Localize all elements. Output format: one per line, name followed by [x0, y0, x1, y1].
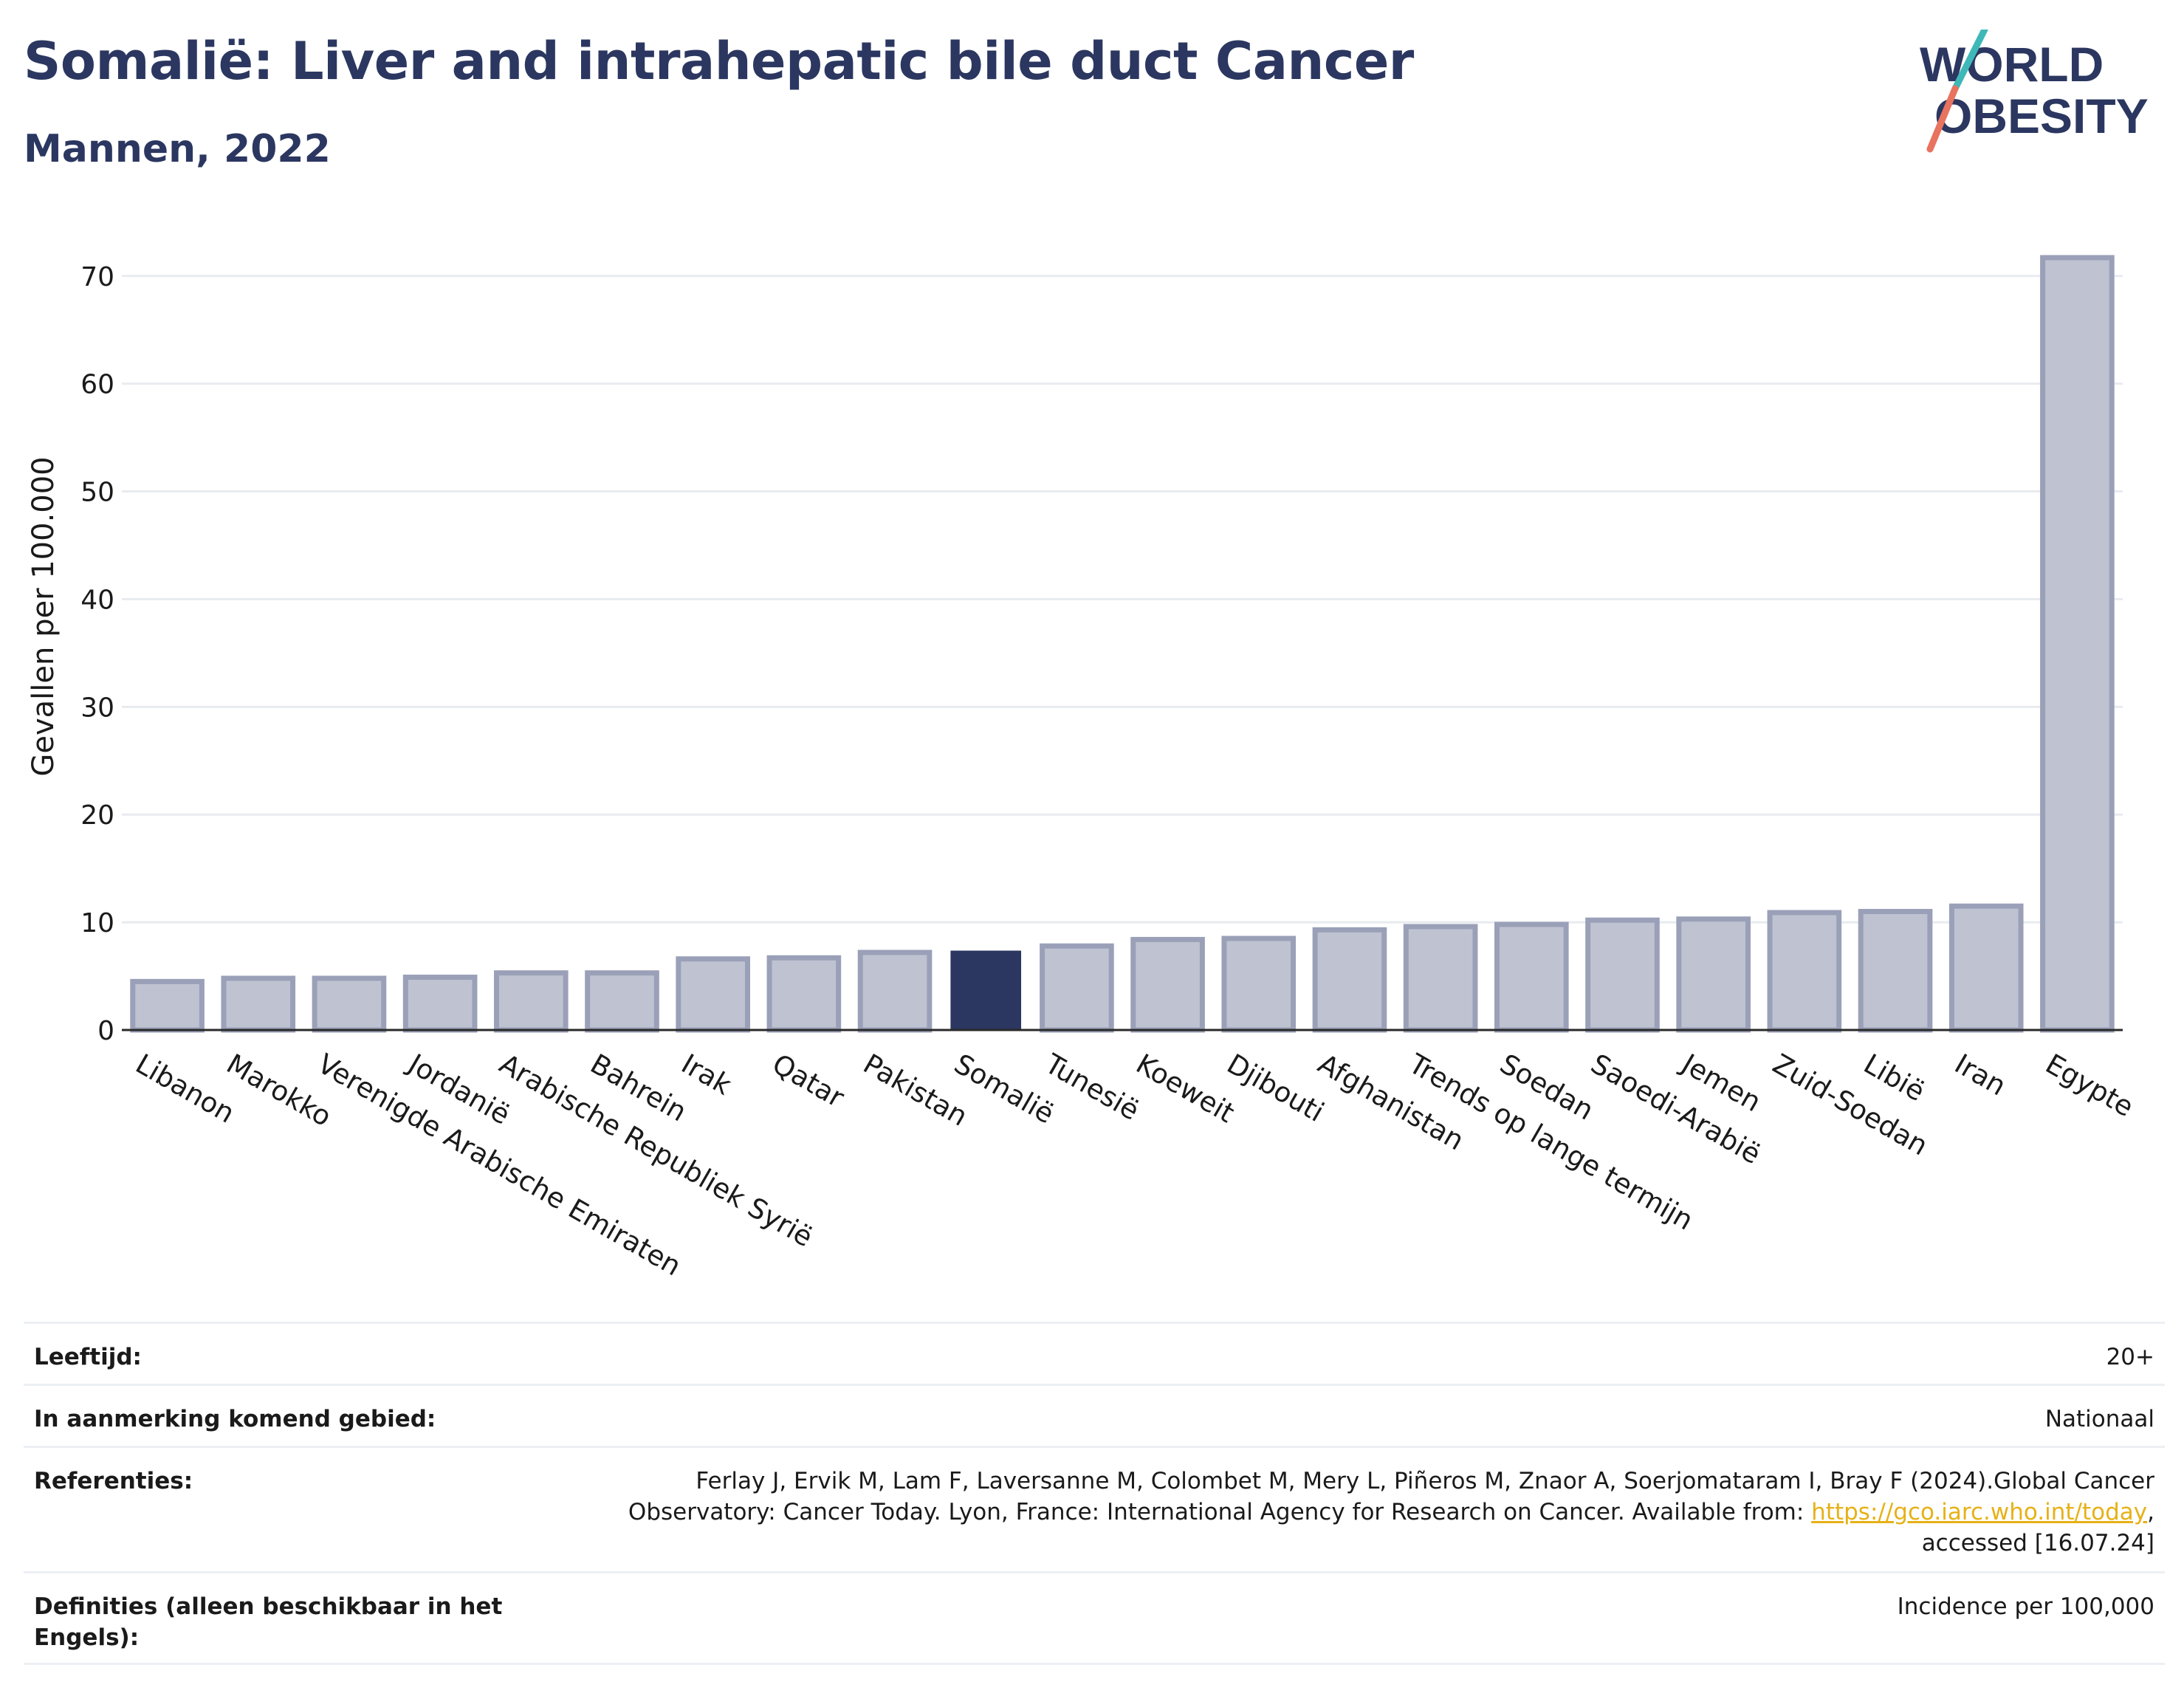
info-row-age: Leeftijd: 20+	[24, 1324, 2165, 1386]
y-tick-labels: 0 10 20 30 40 50 60 70	[80, 262, 114, 1046]
x-tick-label: Egypte	[2040, 1048, 2139, 1123]
info-label: Referenties:	[34, 1468, 193, 1494]
x-tick-label: Qatar	[767, 1048, 850, 1114]
bar-somali-	[950, 950, 1022, 1031]
info-row-area: In aanmerking komend gebied: Nationaal	[24, 1386, 2165, 1448]
x-tick-label: Irak	[676, 1048, 738, 1102]
svg-text:OBESITY: OBESITY	[1934, 89, 2149, 143]
bar-afghanistan	[1312, 927, 1387, 1033]
bar-pakistan	[857, 950, 933, 1033]
bar-djibouti	[1221, 935, 1297, 1033]
y-tick-label: 60	[80, 370, 114, 400]
bar-trends-op-lange-termijn	[1403, 924, 1478, 1033]
reference-link[interactable]: https://gco.iarc.who.int/today	[1811, 1499, 2148, 1525]
x-tick-label: Iran	[1949, 1048, 2011, 1102]
x-tick-label: Libanon	[130, 1048, 239, 1130]
bars	[130, 255, 2115, 1033]
bar-tunesi-	[1040, 943, 1114, 1033]
bar-qatar	[766, 955, 842, 1033]
y-tick-label: 20	[80, 800, 114, 831]
x-tick-label: Tunesië	[1039, 1048, 1144, 1127]
x-tick-label: Arabische Republiek Syrië	[494, 1048, 818, 1253]
bar-zuid-soedan	[1767, 910, 1842, 1033]
x-tick-label: Zuid-Soedan	[1768, 1048, 1934, 1161]
page-subtitle: Mannen, 2022	[24, 127, 331, 171]
info-value-references: Ferlay J, Ervik M, Lam F, Laversanne M, …	[604, 1466, 2154, 1559]
bar-koeweit	[1130, 936, 1205, 1033]
bar-jemen	[1676, 916, 1751, 1033]
bar-soedan	[1494, 921, 1569, 1033]
x-tick-label: Marokko	[222, 1048, 337, 1133]
reference-text: Ferlay J, Ervik M, Lam F, Laversanne M, …	[628, 1468, 2154, 1525]
grid-lines	[122, 275, 2123, 924]
info-table: Leeftijd: 20+ In aanmerking komend gebie…	[24, 1322, 2165, 1665]
info-value: Nationaal	[2044, 1406, 2154, 1432]
y-tick-label: 30	[80, 693, 114, 723]
bar-chart: 0 10 20 30 40 50 60 70 LibanonMarokkoVerenigde …	[27, 255, 2139, 1283]
bar-verenigde-arabische-emiraten	[312, 975, 387, 1033]
y-tick-label: 0	[97, 1016, 114, 1046]
y-tick-label: 70	[80, 262, 114, 292]
info-row-references: Referenties: Ferlay J, Ervik M, Lam F, L…	[24, 1448, 2165, 1573]
info-value: Incidence per 100,000	[1897, 1593, 2154, 1620]
info-label: Leeftijd:	[34, 1344, 142, 1370]
y-tick-label: 50	[80, 478, 114, 508]
info-label: In aanmerking komend gebied:	[34, 1406, 436, 1432]
bar-saoedi-arabi-	[1585, 917, 1660, 1033]
bar-arabische-republiek-syri-	[494, 970, 569, 1033]
y-tick-label: 10	[80, 908, 114, 938]
reference-accessed: , accessed [16.07.24]	[1921, 1499, 2154, 1556]
bar-libi-	[1858, 909, 1933, 1033]
bar-jordani-	[402, 975, 478, 1033]
bar-marokko	[221, 975, 296, 1033]
bar-iran	[1948, 903, 2024, 1033]
svg-text:WORLD: WORLD	[1920, 37, 2104, 92]
bar-bahrein	[585, 970, 659, 1033]
info-row-definitions: Definities (alleen beschikbaar in het En…	[24, 1573, 2165, 1665]
info-value: 20+	[2106, 1344, 2154, 1370]
x-tick-label: Djibouti	[1222, 1048, 1330, 1128]
x-tick-label: Pakistan	[858, 1048, 973, 1133]
y-tick-label: 40	[80, 585, 114, 615]
info-label: Definities (alleen beschikbaar in het En…	[34, 1593, 503, 1651]
world-obesity-logo: WORLD OBESITY	[1920, 30, 2149, 153]
y-axis-label: Gevallen per 100.000	[27, 456, 61, 776]
bar-irak	[676, 956, 750, 1033]
x-tick-label: Koeweit	[1130, 1048, 1240, 1129]
bar-libanon	[130, 978, 205, 1033]
bar-egypte	[2040, 255, 2115, 1033]
page-title: Somalië: Liver and intrahepatic bile duc…	[24, 31, 1414, 92]
